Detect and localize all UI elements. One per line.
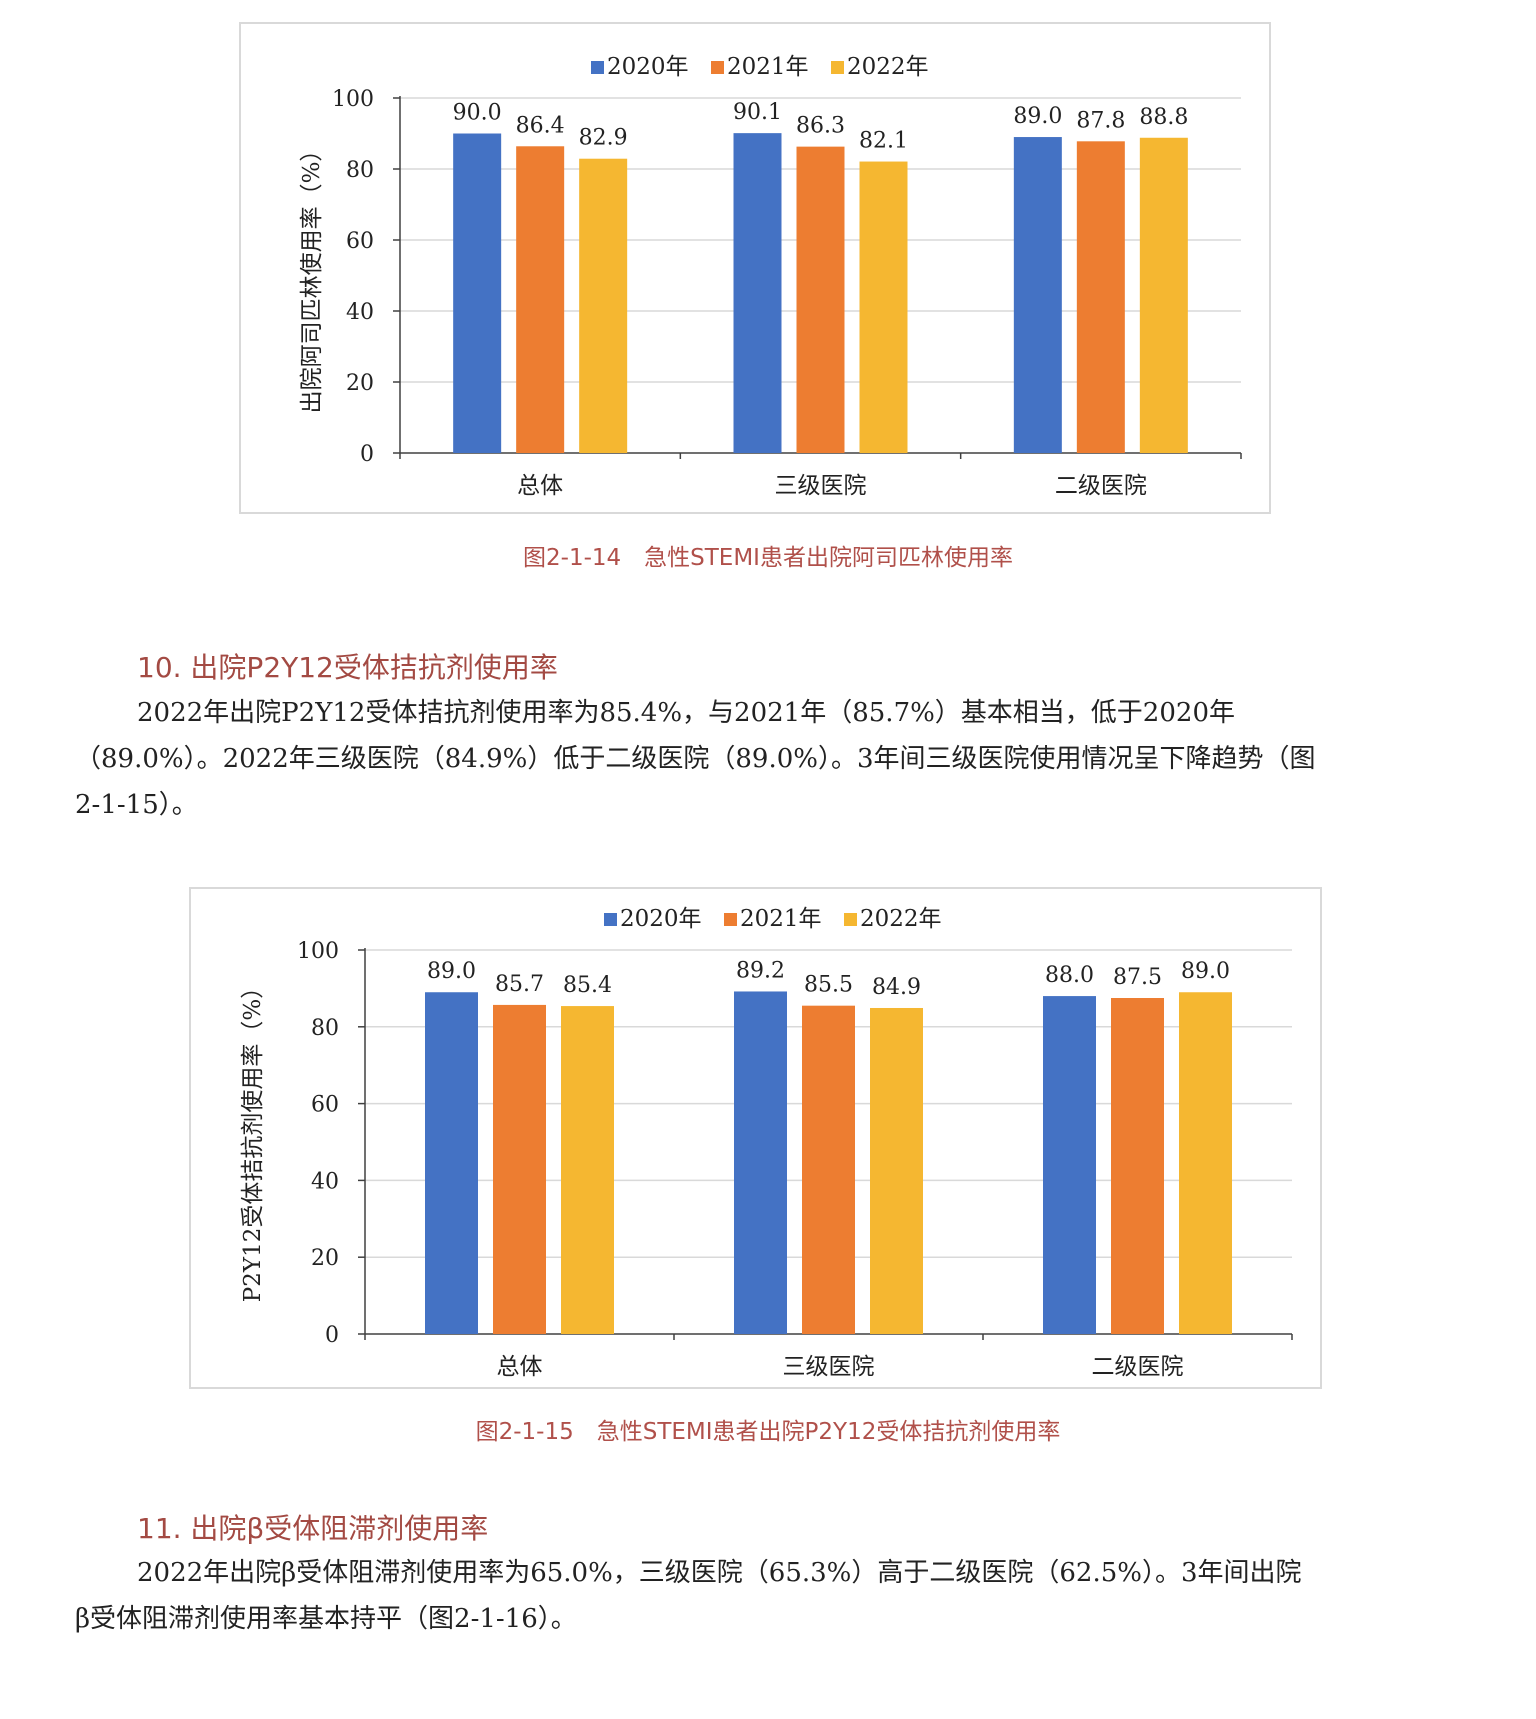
legend-label: 2021年 [740, 906, 822, 932]
data-label: 90.1 [733, 100, 782, 125]
y-tick-label: 80 [346, 158, 374, 183]
section-11-paragraph: 2022年出院β受体阻滞剂使用率为65.0%，三级医院（65.3%）高于二级医院… [75, 1550, 1445, 1642]
bar [733, 133, 782, 453]
x-tick-label: 三级医院 [775, 473, 867, 499]
bar [734, 991, 787, 1334]
data-label: 82.1 [859, 129, 908, 154]
x-tick-label: 二级医院 [1092, 1354, 1184, 1380]
legend-swatch [724, 913, 737, 926]
bar [453, 133, 502, 453]
data-label: 90.0 [453, 101, 502, 126]
bar [1179, 992, 1232, 1334]
legend: 2020年 2021年 2022年 [591, 54, 929, 80]
bar [1076, 141, 1125, 453]
legend-label: 2020年 [607, 54, 689, 80]
paragraph-line: 2022年出院P2Y12受体拮抗剂使用率为85.4%，与2021年（85.7%）… [137, 698, 1235, 728]
data-label: 88.8 [1139, 105, 1188, 130]
legend-label: 2022年 [860, 906, 942, 932]
p2y12-chart-svg: 0 20 40 60 80 100 89.0 85.7 85.4 总体 89.2 85.5 84.9 三级… [240, 906, 1293, 1380]
y-tick-label: 0 [325, 1323, 339, 1348]
data-label: 85.7 [495, 972, 544, 997]
y-axis-label: 出院阿司匹林使用率（%） [299, 139, 325, 414]
data-label: 82.9 [579, 126, 628, 151]
data-label: 86.3 [796, 114, 845, 139]
data-label: 89.0 [1181, 959, 1230, 984]
data-label: 87.5 [1113, 965, 1162, 990]
legend-label: 2021年 [727, 54, 809, 80]
bar [1139, 137, 1188, 453]
data-label: 89.0 [427, 959, 476, 984]
y-tick-label: 60 [311, 1093, 339, 1118]
data-label: 87.8 [1076, 108, 1125, 133]
y-tick-label: 80 [311, 1016, 339, 1041]
bar [802, 1005, 855, 1334]
bar [561, 1006, 614, 1334]
y-tick-label: 20 [346, 371, 374, 396]
bar [425, 992, 478, 1334]
bar [796, 146, 845, 453]
legend-swatch [591, 61, 604, 74]
bar [579, 158, 628, 453]
legend: 2020年 2021年 2022年 [604, 906, 942, 932]
figure-caption-2-1-15: 图2-1-15 急性STEMI患者出院P2Y12受体拮抗剂使用率 [475, 1419, 1061, 1445]
data-label: 85.5 [804, 973, 853, 998]
paragraph-line: 2-1-15）。 [75, 790, 198, 820]
data-label: 86.4 [516, 113, 565, 138]
bar [516, 146, 565, 453]
bar [859, 161, 908, 454]
y-tick-label: 100 [297, 939, 339, 964]
data-label: 84.9 [872, 975, 921, 1000]
aspirin-chart: 0 20 40 60 80 100 90.0 86.4 82.9 总体 90.1 86.3 82.1 三级… [239, 22, 1271, 514]
legend-label: 2020年 [620, 906, 702, 932]
y-tick-label: 100 [332, 87, 374, 112]
aspirin-chart-svg: 0 20 40 60 80 100 90.0 86.4 82.9 总体 90.1 86.3 82.1 三级… [299, 54, 1242, 499]
bar [870, 1007, 923, 1334]
paragraph-line: （89.0%）。2022年三级医院（84.9%）低于二级医院（89.0%）。3年… [75, 744, 1316, 774]
x-tick-label: 总体 [497, 1354, 543, 1380]
y-tick-label: 40 [311, 1169, 339, 1194]
y-axis-label: P2Y12受体拮抗剂使用率（%） [240, 976, 266, 1302]
p2y12-chart: 0 20 40 60 80 100 89.0 85.7 85.4 总体 89.2 85.5 84.9 三级… [189, 887, 1322, 1389]
legend-swatch [604, 913, 617, 926]
legend-label: 2022年 [847, 54, 929, 80]
bar [1013, 137, 1062, 454]
data-label: 89.2 [736, 958, 785, 983]
section-10-heading: 10. 出院P2Y12受体拮抗剂使用率 [137, 651, 558, 684]
section-10-paragraph: 2022年出院P2Y12受体拮抗剂使用率为85.4%，与2021年（85.7%）… [75, 690, 1445, 828]
legend-swatch [711, 61, 724, 74]
section-11-heading: 11. 出院β受体阻滞剂使用率 [137, 1512, 489, 1545]
x-tick-label: 二级医院 [1055, 473, 1147, 499]
x-tick-label: 三级医院 [783, 1354, 875, 1380]
y-tick-label: 20 [311, 1246, 339, 1271]
x-tick-label: 总体 [517, 473, 563, 499]
bar [493, 1004, 546, 1334]
bar [1043, 996, 1096, 1334]
paragraph-line: 2022年出院β受体阻滞剂使用率为65.0%，三级医院（65.3%）高于二级医院… [137, 1558, 1302, 1588]
data-label: 88.0 [1045, 963, 1094, 988]
figure-caption-2-1-14: 图2-1-14 急性STEMI患者出院阿司匹林使用率 [523, 545, 1013, 571]
y-tick-label: 40 [346, 300, 374, 325]
data-label: 89.0 [1013, 104, 1062, 129]
legend-swatch [844, 913, 857, 926]
y-tick-label: 0 [360, 442, 374, 467]
data-label: 85.4 [563, 973, 612, 998]
legend-swatch [831, 61, 844, 74]
y-tick-label: 60 [346, 229, 374, 254]
bar [1111, 998, 1164, 1334]
paragraph-line: β受体阻滞剂使用率基本持平（图2-1-16）。 [75, 1604, 577, 1634]
